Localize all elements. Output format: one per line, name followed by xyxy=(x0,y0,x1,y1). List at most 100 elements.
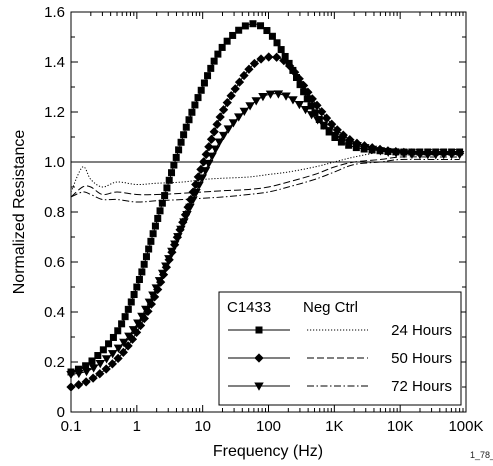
legend-label-24-hours: 24 Hours xyxy=(391,322,452,339)
series-marker-c1433-72-hours xyxy=(306,111,317,120)
series-marker-c1433-24-hours xyxy=(191,101,199,109)
series-marker-c1433-24-hours xyxy=(114,327,122,335)
series-marker-c1433-24-hours xyxy=(172,153,180,161)
series-marker-c1433-72-hours xyxy=(210,145,221,154)
series-marker-c1433-50-hours xyxy=(264,52,274,62)
series-marker-c1433-72-hours xyxy=(141,305,151,314)
series-marker-c1433-50-hours xyxy=(222,98,232,108)
series-marker-c1433-72-hours xyxy=(204,159,214,169)
series-marker-c1433-72-hours xyxy=(294,100,305,110)
series-marker-c1433-50-hours xyxy=(209,127,219,137)
series-neg-ctrl-72-hours xyxy=(70,158,460,203)
x-axis-title: Frequency (Hz) xyxy=(213,443,323,460)
series-marker-c1433-24-hours xyxy=(194,94,202,102)
series-marker-c1433-72-hours xyxy=(157,269,168,279)
legend: C1433 Neg Ctrl 24 Hours 50 Hours 72 Hour… xyxy=(218,291,462,406)
series-marker-c1433-72-hours xyxy=(360,144,370,153)
series-marker-c1433-72-hours xyxy=(66,371,76,380)
y-tick-label-1-0: 1.0 xyxy=(44,154,65,171)
series-marker-c1433-24-hours xyxy=(263,27,271,35)
series-marker-c1433-24-hours xyxy=(147,237,155,245)
series-marker-c1433-24-hours xyxy=(88,357,96,365)
series-marker-c1433-72-hours xyxy=(128,326,139,335)
series-marker-c1433-24-hours xyxy=(268,32,276,40)
legend-sample-c1433-50-hours-marker xyxy=(254,353,264,363)
legend-header-neg-ctrl: Neg Ctrl xyxy=(303,299,358,316)
series-marker-c1433-72-hours xyxy=(312,116,323,125)
series-marker-c1433-50-hours xyxy=(303,87,313,97)
series-marker-c1433-72-hours xyxy=(281,92,291,101)
series-marker-c1433-72-hours xyxy=(148,291,158,300)
series-marker-c1433-50-hours xyxy=(279,56,289,66)
legend-sample-c1433-72-hours-marker xyxy=(254,382,264,391)
x-tick-label-10: 10 xyxy=(194,418,211,435)
series-marker-c1433-24-hours xyxy=(200,79,208,87)
x-tick-label-1k: 1K xyxy=(325,418,343,435)
series-marker-c1433-72-hours xyxy=(154,277,165,286)
legend-label-50-hours: 50 Hours xyxy=(391,350,452,367)
series-marker-c1433-50-hours xyxy=(107,359,117,369)
series-marker-c1433-50-hours xyxy=(226,91,236,101)
series-marker-c1433-24-hours xyxy=(182,123,190,131)
series-marker-c1433-72-hours xyxy=(324,127,335,136)
series-marker-c1433-50-hours xyxy=(290,67,300,77)
series-marker-c1433-24-hours xyxy=(156,207,164,215)
series-marker-c1433-24-hours xyxy=(140,260,148,268)
y-tick-label-0-4: 0.4 xyxy=(44,304,65,321)
series-marker-c1433-72-hours xyxy=(228,119,239,128)
series-marker-c1433-24-hours xyxy=(207,64,215,72)
x-tick-labels: 0.1 1 10 100 1K 10K 100K xyxy=(61,418,484,435)
series-marker-c1433-72-hours xyxy=(161,262,171,271)
series-line-neg-ctrl-50-hours xyxy=(70,156,460,198)
y-axis-title: Normalized Resistance xyxy=(11,130,28,295)
series-marker-c1433-24-hours xyxy=(94,352,102,360)
series-marker-c1433-24-hours xyxy=(197,86,205,94)
series-marker-c1433-72-hours xyxy=(223,125,234,134)
series-marker-c1433-72-hours xyxy=(191,188,201,198)
series-marker-c1433-72-hours xyxy=(454,151,465,160)
series-marker-c1433-50-hours xyxy=(256,54,266,64)
series-marker-c1433-72-hours xyxy=(176,225,186,234)
y-tick-label-1-4: 1.4 xyxy=(44,54,65,71)
series-marker-c1433-72-hours xyxy=(239,107,250,116)
series-marker-c1433-72-hours xyxy=(245,102,255,111)
series-marker-c1433-72-hours xyxy=(344,139,355,148)
series-marker-c1433-72-hours xyxy=(194,181,204,190)
y-tick-labels: 0 0.2 0.4 0.6 0.8 1.0 1.2 1.4 1.6 xyxy=(44,4,65,421)
series-marker-c1433-24-hours xyxy=(149,230,157,238)
series-marker-c1433-72-hours xyxy=(391,149,401,158)
series-marker-c1433-72-hours xyxy=(185,203,195,212)
x-tick-label-10k: 10K xyxy=(387,418,414,435)
series-marker-c1433-24-hours xyxy=(163,184,171,192)
series-marker-c1433-72-hours xyxy=(407,150,417,159)
series-marker-c1433-72-hours xyxy=(423,151,433,160)
series-marker-c1433-72-hours xyxy=(258,93,268,102)
series-marker-c1433-72-hours xyxy=(234,113,244,122)
series-marker-c1433-50-hours xyxy=(272,52,282,62)
legend-label-72-hours: 72 Hours xyxy=(391,378,452,395)
series-marker-c1433-72-hours xyxy=(167,247,177,257)
series-marker-c1433-50-hours xyxy=(118,347,128,357)
series-marker-c1433-72-hours xyxy=(144,298,155,307)
series-marker-c1433-72-hours xyxy=(431,151,441,160)
series-layer xyxy=(66,20,465,392)
series-marker-c1433-24-hours xyxy=(133,283,141,291)
series-marker-c1433-24-hours xyxy=(223,37,231,45)
series-marker-c1433-72-hours xyxy=(151,284,161,293)
series-marker-c1433-72-hours xyxy=(273,90,284,99)
series-marker-c1433-24-hours xyxy=(241,22,249,30)
series-marker-c1433-50-hours xyxy=(239,70,249,81)
series-marker-c1433-24-hours xyxy=(214,50,222,58)
series-marker-c1433-72-hours xyxy=(300,106,311,115)
series-marker-c1433-50-hours xyxy=(204,142,214,152)
series-marker-c1433-24-hours xyxy=(142,253,150,261)
figure-id: 1_78_2 xyxy=(470,450,493,460)
series-marker-c1433-50-hours xyxy=(215,112,225,122)
series-marker-c1433-72-hours xyxy=(446,151,457,160)
series-marker-c1433-72-hours xyxy=(415,151,425,160)
x-tick-label-100k: 100K xyxy=(448,418,483,435)
series-marker-c1433-24-hours xyxy=(175,146,183,154)
series-neg-ctrl-50-hours xyxy=(70,156,460,198)
series-marker-c1433-24-hours xyxy=(277,46,285,54)
series-marker-c1433-50-hours xyxy=(212,119,222,129)
